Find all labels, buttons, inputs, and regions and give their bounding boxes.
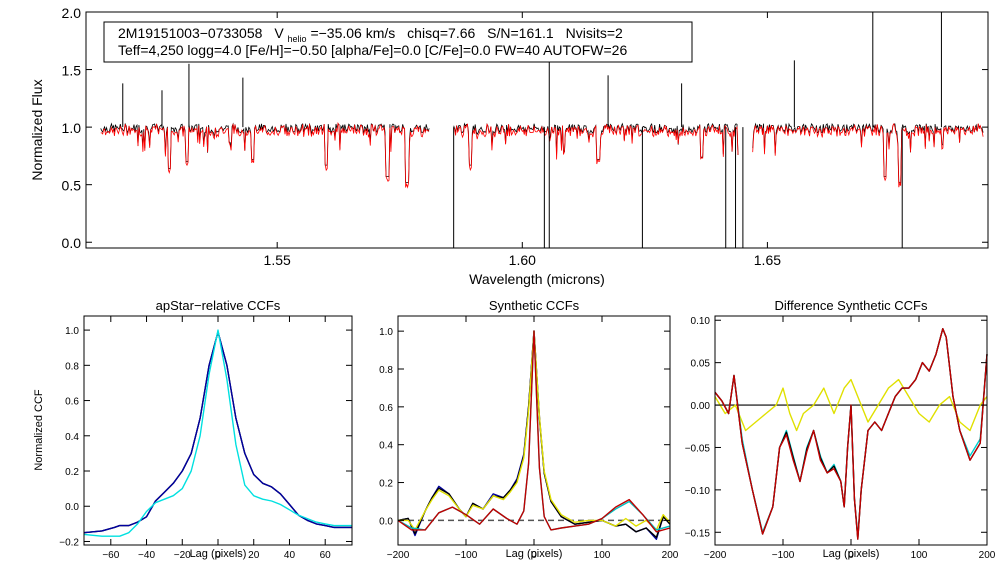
apstar-x-tick-label: −20 <box>174 550 191 561</box>
apstar-series-ccf-cyan <box>83 329 352 537</box>
spectrum-series-observed <box>752 122 984 183</box>
apstar-y-tick-label: 0.6 <box>65 397 79 408</box>
difference-y-tick-label: 0.00 <box>691 401 711 412</box>
synthetic-y-tick-label: 0.2 <box>379 479 393 490</box>
difference-series-diff-yellow <box>714 378 988 432</box>
synthetic-y-tick-label: 0.0 <box>379 516 393 527</box>
star-id: 2M19151003−0733058 <box>118 25 263 41</box>
spectrum-x-tick-label: 1.60 <box>509 252 536 268</box>
apstar-ticks-group: −60 −40 −20 0 20 40 60 −0.2 0.0 0.2 0.4 0.6 0.8 1.0 <box>59 316 352 561</box>
difference-x-tick-label: −100 <box>772 550 795 561</box>
difference-x-axis-label: Lag (pixels) <box>823 548 880 560</box>
synthetic-x-tick-label: 0 <box>531 550 537 561</box>
synthetic-ccf-panel: Synthetic CCFs −200 −100 0 100 200 0.0 0.2 0.4 0… <box>379 298 679 561</box>
spectrum-x-tick-label: 1.65 <box>754 252 781 268</box>
spectrum-panel: 1.55 1.60 1.65 0.0 0.5 1.0 1.5 2.0 2M19151003−0… <box>29 5 989 287</box>
apstar-series-ccf-blue <box>83 331 352 534</box>
apstar-x-tick-label: 0 <box>215 550 221 561</box>
difference-ticks-group: −200 −100 0 100 200 −0.15 −0.10 −0.05 0.00 0.05 0.… <box>685 316 996 561</box>
apstar-y-tick-label: −0.2 <box>59 537 79 548</box>
nvisits-value: Nvisits=2 <box>566 25 623 41</box>
spectrum-plot-frame <box>85 11 989 249</box>
apstar-y-tick-label: 0.0 <box>65 502 79 513</box>
apstar-series-group <box>83 329 352 537</box>
apstar-y-tick-label: 0.8 <box>65 361 79 372</box>
difference-y-tick-label: 0.05 <box>691 359 711 370</box>
difference-x-tick-label: 200 <box>979 550 996 561</box>
difference-y-tick-label: −0.15 <box>685 528 711 539</box>
apstar-x-tick-label: −40 <box>138 550 155 561</box>
difference-x-tick-label: 100 <box>911 550 928 561</box>
synthetic-y-tick-label: 0.4 <box>379 441 393 452</box>
synthetic-ccf-title: Synthetic CCFs <box>489 298 580 313</box>
synthetic-x-tick-label: 200 <box>662 550 679 561</box>
spectrum-annotation-line2: Teff=4,250 logg=4.0 [Fe/H]=−0.50 [alpha/… <box>118 42 627 58</box>
chisq-value: chisq=7.66 <box>407 25 475 41</box>
snr-value: S/N=161.1 <box>487 25 554 41</box>
difference-ccf-panel: Difference Synthetic CCFs −200 −100 0 100 20… <box>685 298 996 561</box>
spectrum-y-tick-label: 2.0 <box>62 5 82 21</box>
spectrum-annotation-line1: 2M19151003−0733058 V helio =−35.06 km/s … <box>118 25 623 45</box>
spectrum-y-axis-label: Normalized Flux <box>29 79 45 180</box>
spectrum-y-tick-label: 1.0 <box>62 120 82 136</box>
spectrum-ticks-group: 1.55 1.60 1.65 0.0 0.5 1.0 1.5 2.0 <box>62 5 988 268</box>
difference-y-tick-label: 0.10 <box>691 316 711 327</box>
apstar-x-tick-label: 40 <box>284 550 296 561</box>
synthetic-x-tick-label: −100 <box>455 550 478 561</box>
difference-y-tick-label: −0.05 <box>685 443 711 454</box>
synthetic-y-tick-label: 1.0 <box>379 327 393 338</box>
apstar-x-tick-label: 60 <box>320 550 332 561</box>
spectrum-series-group <box>100 12 984 248</box>
synthetic-y-tick-label: 0.8 <box>379 365 393 376</box>
apstar-ccf-title: apStar−relative CCFs <box>156 298 281 313</box>
difference-y-tick-label: −0.10 <box>685 486 711 497</box>
spectrum-series-observed <box>453 122 739 166</box>
vhelio-subscript: helio <box>288 34 307 44</box>
synthetic-x-tick-label: −200 <box>387 550 410 561</box>
spectrum-annotation-box <box>103 21 693 63</box>
difference-ccf-title: Difference Synthetic CCFs <box>775 298 928 313</box>
synthetic-x-axis-label: Lag (pixels) <box>506 548 563 560</box>
difference-series-group <box>714 328 988 540</box>
synthetic-x-tick-label: 100 <box>594 550 611 561</box>
synthetic-series-synth-yellow <box>398 330 671 531</box>
spectrum-y-tick-label: 0.0 <box>62 235 82 251</box>
apstar-y-tick-label: 1.0 <box>65 326 79 337</box>
synthetic-ticks-group: −200 −100 0 100 200 0.0 0.2 0.4 0.6 0.8 1.0 <box>379 316 679 561</box>
apstar-x-axis-label: Lag (pixels) <box>190 548 247 560</box>
synthetic-series-group <box>397 330 671 540</box>
spectrum-series-model <box>752 122 984 188</box>
difference-series-diff-red <box>714 328 988 540</box>
difference-x-tick-label: −200 <box>704 550 727 561</box>
apstar-y-tick-label: 0.2 <box>65 467 79 478</box>
apstar-y-tick-label: 0.4 <box>65 432 79 443</box>
vhelio-value: =−35.06 km/s <box>310 25 395 41</box>
spectrum-y-tick-label: 0.5 <box>62 178 82 194</box>
apstar-x-tick-label: −60 <box>102 550 119 561</box>
synthetic-series-synth-red <box>397 330 671 533</box>
spectrum-x-axis-label: Wavelength (microns) <box>469 271 605 287</box>
difference-x-tick-label: 0 <box>848 550 854 561</box>
apstar-ccf-panel: apStar−relative CCFs −60 −40 −20 0 20 40 60 −0.… <box>33 298 353 561</box>
spectrum-series-model <box>100 121 430 189</box>
spectrum-x-tick-label: 1.55 <box>264 252 291 268</box>
apstar-y-axis-label: Normalized CCF <box>33 389 45 471</box>
apstar-x-tick-label: 20 <box>248 550 260 561</box>
spectrum-series-model <box>453 123 739 172</box>
spectrum-y-tick-label: 1.5 <box>62 63 82 79</box>
vhelio-symbol: V <box>274 25 284 41</box>
synthetic-y-tick-label: 0.6 <box>379 403 393 414</box>
